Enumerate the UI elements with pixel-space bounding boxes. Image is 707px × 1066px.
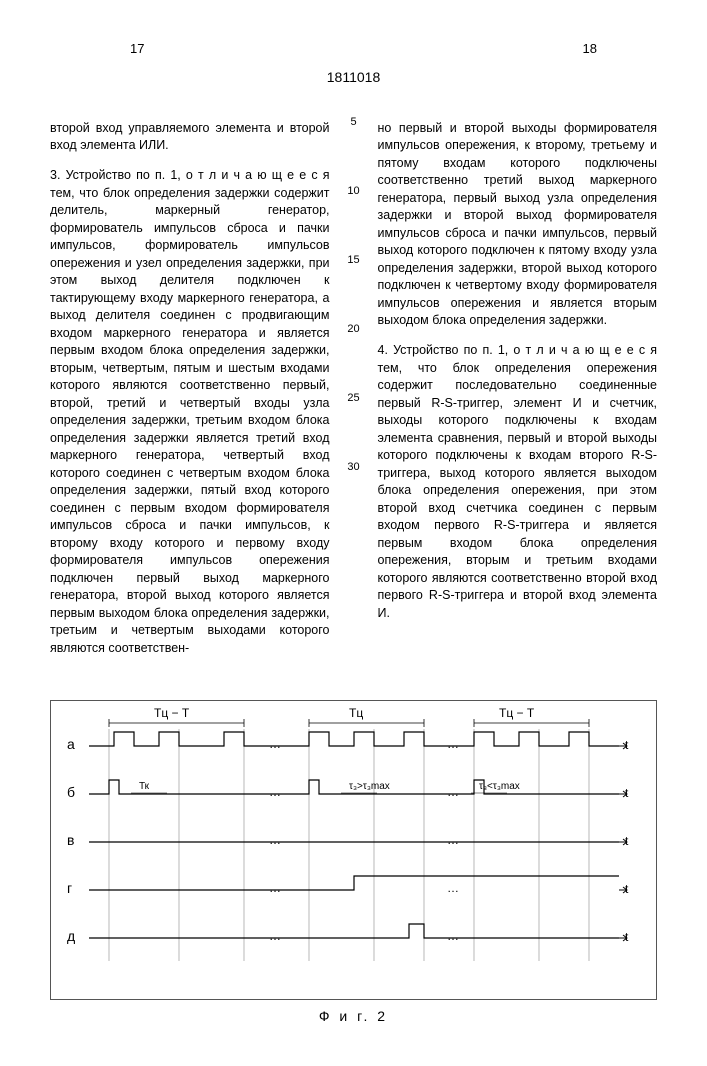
svg-text:в: в (67, 832, 74, 848)
svg-text:…: … (269, 833, 281, 847)
tl-1: Тц (349, 705, 363, 722)
tl-0: Тц − Т (154, 705, 189, 722)
right-column: но первый и второй выходы формирователя … (368, 107, 658, 670)
svg-text:…: … (447, 737, 459, 751)
two-column-text: второй вход управляемого элемента и втор… (50, 107, 657, 670)
svg-text:…: … (269, 881, 281, 895)
svg-text:…: … (447, 929, 459, 943)
line-ruler: 5 10 15 20 25 30 (340, 107, 368, 670)
svg-text:…: … (447, 833, 459, 847)
svg-text:…: … (447, 785, 459, 799)
page-num-right: 18 (583, 40, 597, 59)
svg-text:г: г (67, 880, 72, 896)
svg-text:б: б (67, 784, 75, 800)
para: второй вход управляемого элемента и втор… (50, 120, 330, 155)
svg-text:…: … (269, 785, 281, 799)
timing-diagram: Тц − Т Тц Тц − Т аtбtвtгtдtТкτ₃>τ₃maxτ₃<… (50, 700, 657, 1000)
svg-text:а: а (67, 736, 75, 752)
left-column: второй вход управляемого элемента и втор… (50, 107, 340, 670)
timing-svg: аtбtвtгtдtТкτ₃>τ₃maxτ₃<τ₃max………………………… (59, 711, 649, 971)
svg-text:д: д (67, 928, 75, 944)
doc-number: 1811018 (50, 67, 657, 87)
para: 4. Устройство по п. 1, о т л и ч а ю щ е… (378, 342, 658, 622)
svg-text:…: … (269, 737, 281, 751)
page-num-left: 17 (130, 40, 144, 59)
figure-caption: Ф и г. 2 (50, 1006, 657, 1026)
svg-text:…: … (447, 881, 459, 895)
svg-text:τ₃<τ₃max: τ₃<τ₃max (479, 781, 520, 792)
para: но первый и второй выходы формирователя … (378, 120, 658, 330)
svg-text:…: … (269, 929, 281, 943)
tl-2: Тц − Т (499, 705, 534, 722)
svg-text:τ₃>τ₃max: τ₃>τ₃max (349, 781, 390, 792)
para: 3. Устройство по п. 1, о т л и ч а ю щ е… (50, 167, 330, 657)
svg-text:Тк: Тк (139, 781, 150, 792)
